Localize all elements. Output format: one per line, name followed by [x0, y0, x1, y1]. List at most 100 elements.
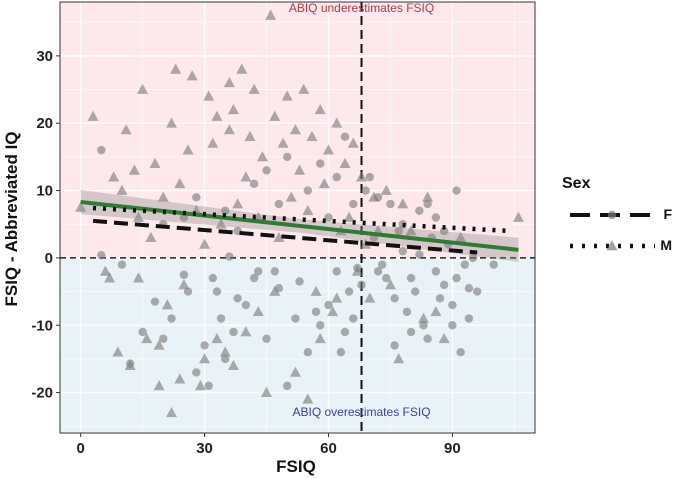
- point-f: [361, 186, 370, 195]
- point-m: [455, 231, 467, 243]
- point-f: [452, 186, 461, 195]
- point-m: [186, 70, 198, 81]
- point-m: [75, 201, 87, 212]
- point-m: [310, 285, 322, 296]
- point-f: [212, 287, 222, 296]
- point-f: [386, 199, 395, 209]
- point-m: [265, 9, 277, 20]
- point-f: [200, 341, 209, 350]
- point-f: [415, 206, 424, 215]
- point-m: [170, 63, 182, 74]
- point-m: [368, 191, 380, 202]
- point-f: [460, 260, 469, 269]
- point-f: [489, 260, 498, 269]
- point-f: [344, 287, 354, 296]
- point-f: [456, 347, 465, 357]
- point-f: [282, 381, 292, 391]
- point-m: [137, 83, 149, 94]
- point-f: [270, 267, 279, 276]
- y-tick-label: -10: [31, 317, 53, 334]
- point-m: [405, 225, 417, 236]
- point-m: [285, 191, 297, 202]
- point-f: [390, 341, 399, 350]
- point-f: [336, 347, 346, 357]
- point-f: [448, 321, 457, 330]
- point-m: [132, 211, 144, 222]
- point-m: [153, 339, 165, 350]
- point-f: [452, 273, 461, 283]
- point-m: [166, 117, 178, 128]
- point-m: [314, 103, 326, 115]
- y-tick-label: 10: [36, 183, 53, 200]
- point-m: [252, 305, 264, 317]
- point-f: [303, 186, 313, 195]
- point-f: [208, 273, 218, 283]
- point-f: [464, 284, 474, 293]
- point-f: [179, 270, 189, 279]
- point-m: [194, 380, 206, 391]
- point-m: [314, 332, 326, 344]
- point-f: [411, 287, 420, 296]
- point-f: [340, 327, 350, 337]
- point-f: [159, 334, 168, 343]
- point-m: [87, 110, 99, 121]
- point-f: [204, 381, 213, 391]
- point-f: [291, 314, 300, 323]
- point-m: [240, 326, 252, 337]
- point-m: [116, 184, 128, 195]
- point-m: [99, 265, 111, 276]
- point-f: [150, 297, 160, 306]
- point-f: [295, 277, 304, 286]
- point-m: [281, 90, 293, 101]
- fit-line-f: [92, 218, 478, 255]
- point-f: [138, 327, 147, 337]
- point-f: [431, 267, 441, 276]
- point-m: [178, 279, 190, 290]
- point-f: [274, 199, 284, 209]
- point-m: [166, 406, 178, 418]
- point-m: [306, 130, 318, 142]
- point-m: [430, 305, 442, 317]
- point-f: [262, 334, 271, 343]
- point-m: [356, 171, 368, 182]
- point-f: [311, 307, 321, 316]
- point-m: [211, 332, 223, 344]
- plot-area: [59, 1, 536, 434]
- point-f: [332, 267, 341, 276]
- point-f: [316, 321, 325, 330]
- legend-label-m: M: [660, 237, 672, 253]
- point-f: [332, 172, 341, 182]
- point-m: [339, 157, 351, 168]
- point-f: [435, 294, 445, 303]
- point-f: [406, 273, 416, 283]
- x-tick-label: 90: [444, 440, 461, 457]
- legend: Sex F M: [562, 175, 672, 253]
- point-f: [324, 213, 333, 222]
- region-below: [60, 257, 535, 433]
- point-f: [97, 145, 106, 155]
- point-m: [331, 292, 343, 303]
- y-tick-label: 30: [36, 48, 53, 65]
- point-f: [448, 300, 457, 310]
- point-m: [132, 272, 144, 283]
- point-f: [464, 314, 474, 323]
- point-m: [302, 393, 314, 404]
- plot-border: [59, 1, 536, 434]
- point-f: [97, 251, 106, 260]
- y-tick-label: 0: [45, 250, 53, 267]
- point-m: [120, 124, 132, 135]
- point-m: [141, 332, 153, 344]
- point-m: [227, 359, 239, 371]
- annotations: ABIQ underestimates FSIQ ABIQ overestimat…: [289, 1, 434, 419]
- point-m: [145, 231, 157, 243]
- point-f: [373, 267, 383, 276]
- point-f: [229, 327, 238, 337]
- point-f: [183, 287, 193, 296]
- point-m: [343, 211, 355, 222]
- legend-key-marker-f: [607, 210, 617, 220]
- point-m: [104, 272, 116, 283]
- point-f: [192, 193, 201, 202]
- point-m: [182, 144, 194, 155]
- point-m: [273, 231, 285, 243]
- point-m: [128, 164, 140, 175]
